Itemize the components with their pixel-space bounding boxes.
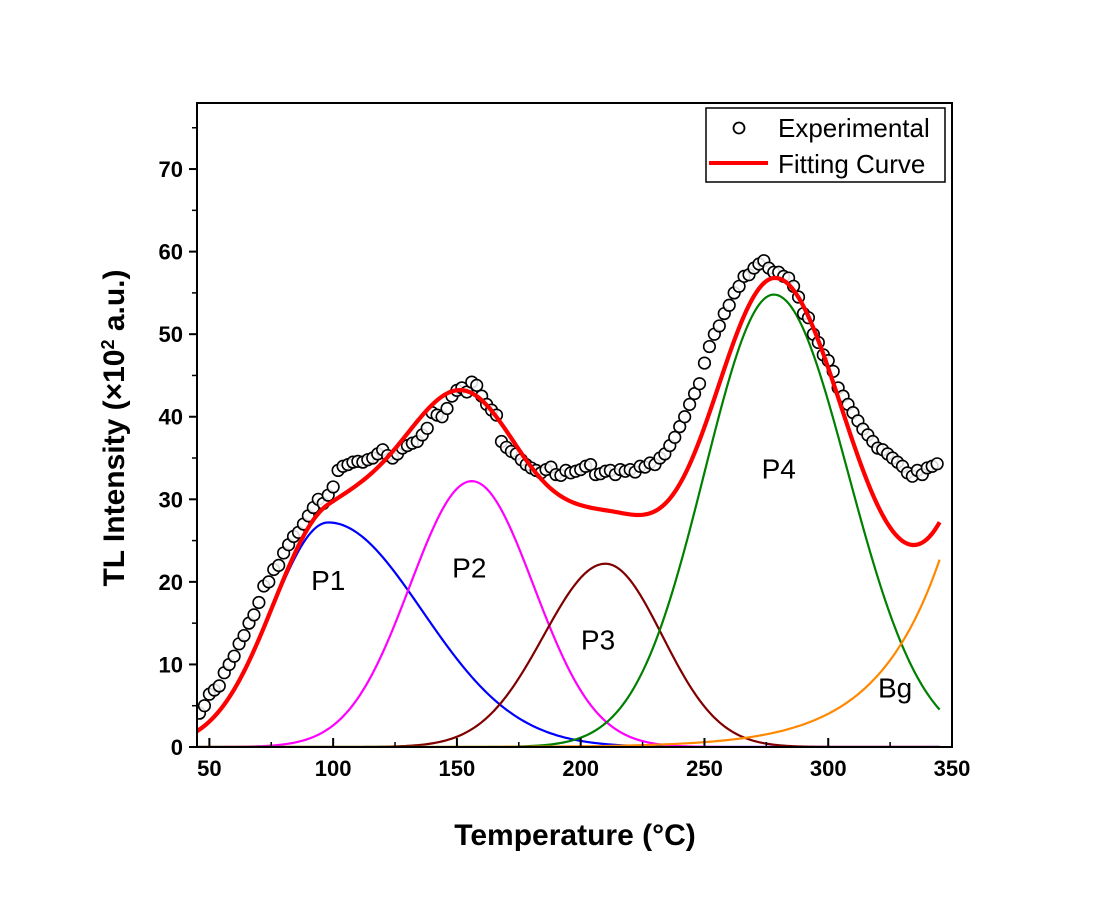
component-curve-p2 bbox=[197, 480, 940, 747]
x-tick-label: 250 bbox=[686, 756, 723, 781]
experimental-point bbox=[692, 377, 707, 391]
plot-frame bbox=[196, 102, 953, 748]
x-tick-label: 100 bbox=[315, 756, 352, 781]
experimental-point bbox=[227, 649, 241, 663]
y-tick-label: 20 bbox=[159, 570, 183, 595]
y-tick-label: 60 bbox=[159, 240, 183, 265]
y-axis-title: TL Intensity (×102 a.u.) bbox=[98, 269, 131, 586]
component-curve-p3 bbox=[197, 562, 940, 747]
y-tick-label: 40 bbox=[159, 405, 183, 430]
x-tick-label: 300 bbox=[810, 756, 847, 781]
experimental-point bbox=[722, 298, 736, 312]
y-axis-title-sup: 2 bbox=[98, 339, 118, 349]
experimental-point bbox=[440, 401, 454, 416]
legend-fitting-curve-label: Fitting Curve bbox=[778, 149, 925, 179]
experimental-point bbox=[683, 397, 697, 411]
y-tick-label: 70 bbox=[159, 157, 183, 182]
experimental-point bbox=[237, 628, 251, 643]
y-axis-title-main: TL Intensity ( bbox=[98, 400, 131, 586]
experimental-point bbox=[697, 356, 712, 370]
y-tick-label: 0 bbox=[171, 735, 183, 760]
peak-label-bg: Bg bbox=[878, 672, 912, 703]
x-tick-label: 50 bbox=[197, 756, 221, 781]
experimental-point bbox=[420, 421, 434, 435]
y-axis-title-mult: ×10 bbox=[98, 350, 131, 401]
axis-ticks: 50 100 150 200 250 300 350 0 10 20 30 40 50 60 70 bbox=[159, 127, 971, 781]
legend-experimental-label: Experimental bbox=[778, 113, 930, 143]
experimental-point bbox=[262, 575, 276, 589]
experimental-point bbox=[678, 410, 692, 424]
experimental-point bbox=[197, 699, 212, 713]
y-axis-title-unit: a.u.) bbox=[98, 269, 131, 339]
legend-experimental-marker bbox=[732, 121, 746, 135]
x-tick-label: 150 bbox=[439, 756, 476, 781]
experimental-point bbox=[326, 480, 340, 494]
component-curve-bg bbox=[197, 559, 941, 747]
peak-label-p4: P4 bbox=[762, 454, 796, 485]
legend-box bbox=[705, 107, 946, 183]
experimental-point bbox=[668, 430, 682, 444]
y-tick-label: 50 bbox=[159, 322, 183, 347]
experimental-points: P1 P2 P3 P4 Bg bbox=[197, 254, 944, 733]
experimental-point bbox=[247, 608, 261, 622]
component-curve-p1 bbox=[197, 521, 940, 747]
experimental-point bbox=[252, 595, 266, 610]
experimental-point bbox=[212, 679, 226, 693]
x-axis-title: Temperature (°C) bbox=[454, 819, 695, 852]
x-tick-label: 200 bbox=[562, 756, 599, 781]
peak-label-p3: P3 bbox=[581, 625, 615, 656]
experimental-point bbox=[470, 378, 484, 392]
experimental-point bbox=[272, 558, 286, 572]
y-tick-label: 10 bbox=[159, 652, 183, 677]
fitting-curve bbox=[197, 275, 942, 733]
component-curve-p4 bbox=[197, 293, 941, 747]
experimental-point bbox=[712, 319, 726, 333]
peak-label-p1: P1 bbox=[311, 565, 345, 596]
experimental-point bbox=[930, 457, 944, 471]
peak-label-p2: P2 bbox=[452, 553, 486, 584]
y-tick-label: 30 bbox=[159, 487, 183, 512]
legend: Experimental Fitting Curve bbox=[705, 107, 946, 183]
experimental-point bbox=[702, 339, 717, 354]
x-tick-label: 350 bbox=[934, 756, 971, 781]
